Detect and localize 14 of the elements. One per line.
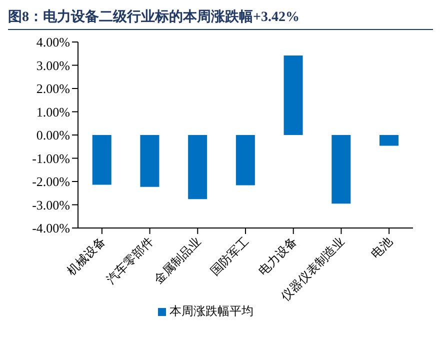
y-tick-label: 4.00%: [36, 34, 70, 50]
x-tick-label: 国防军工: [208, 234, 252, 278]
y-tick-label: 1.00%: [36, 104, 70, 120]
y-tick-label: -2.00%: [32, 174, 70, 190]
chart-title: 图8：电力设备二级行业标的本周涨跌幅+3.42%: [8, 8, 433, 30]
y-tick-label: 2.00%: [36, 81, 70, 96]
y-tick-label: -1.00%: [32, 150, 70, 166]
y-tick-label: -4.00%: [32, 220, 70, 236]
x-tick-label: 电力设备: [256, 234, 300, 278]
legend-label: 本周涨跌幅平均: [170, 304, 254, 318]
y-tick-label: 0.00%: [36, 128, 70, 143]
x-tick-label: 电池: [368, 234, 396, 262]
y-tick-label: -3.00%: [32, 197, 70, 212]
y-tick-label: 3.00%: [36, 58, 70, 73]
